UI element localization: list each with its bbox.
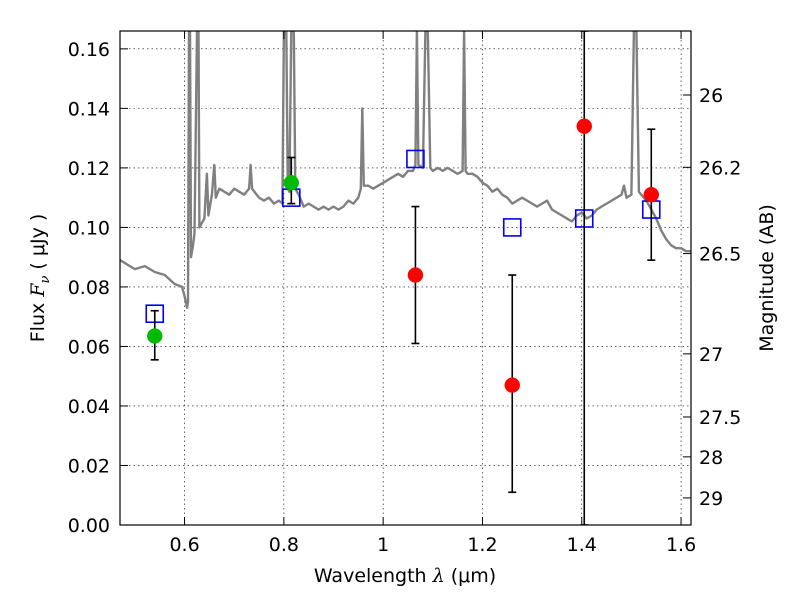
observed-nir-point (407, 267, 424, 283)
y2-axis-label: Magnitude (AB) (756, 204, 778, 352)
model-band-square (502, 218, 522, 237)
y-tick-label: 0.10 (68, 217, 110, 239)
y-tick-label: 0.06 (68, 336, 110, 358)
y-tick-label: 0.08 (68, 277, 110, 299)
y2-tick-label: 26.5 (699, 244, 741, 266)
observed-nir-point (504, 377, 521, 393)
ticks: 0.6 0.8 1 1.2 1.4 1.6 0.00 0.02 0.04 0.06 0.08 0.10… (68, 31, 741, 556)
observed-optical-point (147, 328, 163, 344)
y-tick-label: 0.14 (68, 98, 110, 120)
y2-tick-label: 28 (699, 447, 723, 469)
model-band-square (406, 149, 425, 169)
x-tick-label: 0.8 (269, 534, 299, 556)
x-tick-label: 1.2 (467, 534, 497, 556)
x-tick-label: 1 (377, 534, 389, 556)
y-tick-label: 0.00 (68, 515, 110, 537)
plot-background (120, 31, 691, 525)
y-tick-label: 0.12 (68, 158, 110, 180)
y2-tick-label: 26 (699, 85, 723, 107)
observed-optical-point (283, 175, 300, 191)
x-tick-label: 1.4 (567, 534, 597, 556)
x-tick-label: 0.6 (169, 534, 199, 556)
y2-tick-label: 27.5 (699, 407, 741, 429)
x-axis-label: Wavelength λ (μm) (314, 565, 496, 587)
y-tick-label: 0.04 (68, 396, 110, 418)
observed-nir-point (576, 118, 592, 134)
y-axis-label: Flux Fν ( μJy ) (27, 214, 53, 343)
plot-frame (119, 30, 692, 526)
y-tick-label: 0.16 (68, 39, 110, 61)
observed-nir-point (643, 186, 660, 203)
x-tick-label: 1.6 (666, 534, 696, 556)
y-tick-label: 0.02 (68, 455, 110, 477)
plot-area (120, 31, 691, 525)
y2-tick-label: 29 (699, 488, 723, 510)
y2-tick-label: 26.2 (699, 157, 741, 179)
y2-tick-label: 27 (699, 344, 723, 366)
